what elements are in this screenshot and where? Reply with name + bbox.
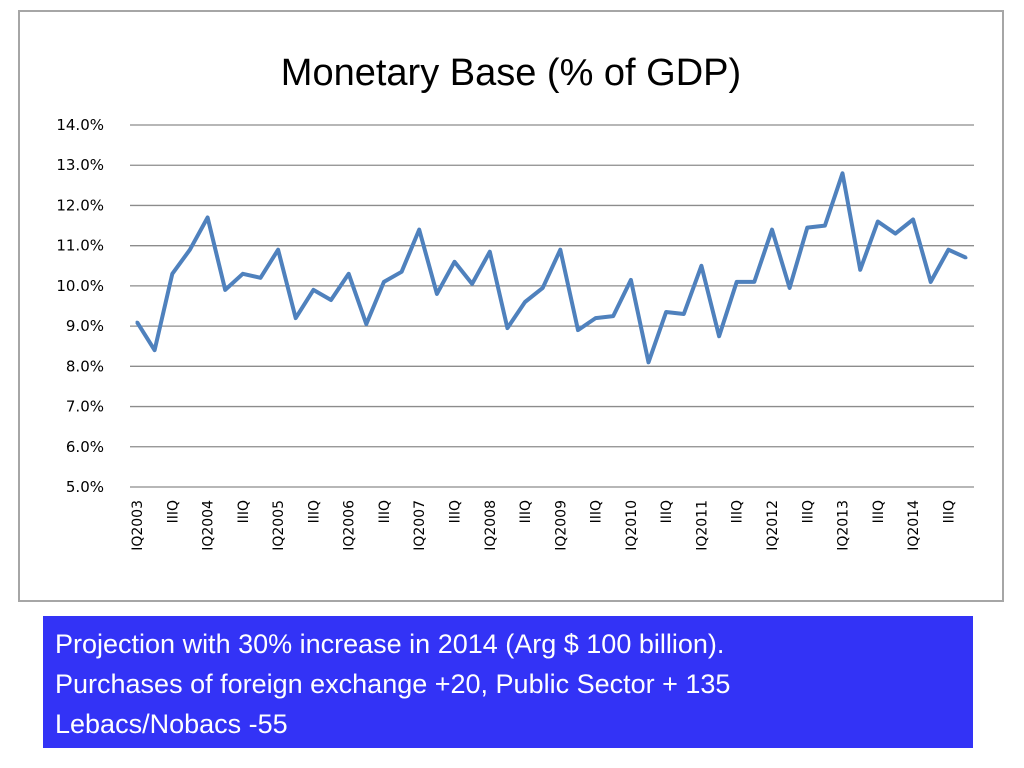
y-tick-label: 10.0% — [56, 277, 104, 295]
y-tick-label: 12.0% — [56, 196, 104, 214]
x-tick-label: IIIQ — [447, 500, 463, 523]
data-point — [841, 171, 845, 175]
data-point — [911, 218, 915, 222]
projection-note: Projection with 30% increase in 2014 (Ar… — [43, 616, 973, 748]
data-point — [858, 268, 862, 272]
x-tick-label: IIIQ — [941, 500, 957, 523]
data-point — [576, 328, 580, 332]
x-tick-label: IQ2010 — [624, 500, 640, 551]
data-point — [364, 322, 368, 326]
line-chart: 14.0% 13.0% 12.0% 11.0% 10.0% 9.0% 8.0% 7.0% 6.0… — [56, 116, 974, 551]
x-tick-label: IIIQ — [306, 500, 322, 523]
data-point — [541, 286, 545, 290]
data-point — [258, 276, 262, 280]
data-point — [770, 228, 774, 232]
data-point — [735, 280, 739, 284]
x-tick-label: IQ2007 — [412, 500, 428, 551]
data-point — [223, 288, 227, 292]
y-tick-label: 11.0% — [56, 237, 104, 255]
data-point — [294, 316, 298, 320]
data-point — [523, 300, 527, 304]
x-tick-label: IQ2004 — [201, 500, 217, 551]
data-point — [893, 232, 897, 236]
data-point — [153, 348, 157, 352]
data-point — [276, 248, 280, 252]
data-point — [400, 270, 404, 274]
data-point — [647, 360, 651, 364]
x-tick-label: IQ2003 — [130, 500, 146, 551]
x-tick-label: IQ2006 — [342, 500, 358, 551]
data-point — [611, 314, 615, 318]
data-point — [717, 334, 721, 338]
gridlines — [130, 124, 974, 488]
note-line-3: Lebacs/Nobacs -55 — [55, 709, 288, 739]
data-point — [752, 280, 756, 284]
data-point — [311, 288, 315, 292]
data-point — [382, 280, 386, 284]
data-point — [206, 216, 210, 220]
series-layer — [135, 171, 968, 365]
chart-frame: Monetary Base (% of GDP) — [18, 10, 1004, 602]
data-point — [629, 278, 633, 282]
data-point — [823, 224, 827, 228]
data-point — [594, 316, 598, 320]
note-line-2: Purchases of foreign exchange +20, Publi… — [55, 669, 731, 699]
y-tick-label: 8.0% — [66, 357, 104, 375]
x-tick-label: IIIQ — [871, 500, 887, 523]
data-point — [788, 286, 792, 290]
y-tick-label: 13.0% — [56, 156, 104, 174]
y-tick-label: 5.0% — [66, 478, 104, 496]
data-point — [329, 298, 333, 302]
data-point — [664, 310, 668, 314]
data-point — [805, 226, 809, 230]
x-tick-label: IIIQ — [730, 500, 746, 523]
data-point — [929, 280, 933, 284]
data-point — [470, 282, 474, 286]
x-tick-label: IQ2008 — [483, 500, 499, 551]
data-point — [241, 272, 245, 276]
y-tick-label: 6.0% — [66, 438, 104, 456]
data-point — [964, 256, 968, 260]
data-point — [135, 320, 139, 324]
chart-title: Monetary Base (% of GDP) — [280, 52, 742, 94]
data-point — [435, 292, 439, 296]
y-tick-label: 14.0% — [56, 116, 104, 134]
data-point — [452, 260, 456, 264]
data-point — [682, 312, 686, 316]
x-tick-label: IIIQ — [800, 500, 816, 523]
x-tick-label: IIIQ — [377, 500, 393, 523]
y-axis-ticks: 14.0% 13.0% 12.0% 11.0% 10.0% 9.0% 8.0% 7.0% 6.0… — [56, 116, 104, 496]
x-tick-label: IQ2005 — [271, 500, 287, 551]
data-point — [876, 220, 880, 224]
series-line — [135, 171, 967, 365]
data-point — [505, 326, 509, 330]
data-point — [347, 272, 351, 276]
data-point — [417, 228, 421, 232]
data-point — [946, 248, 950, 252]
x-tick-label: IIIQ — [659, 500, 675, 523]
data-point — [488, 250, 492, 254]
x-tick-label: IQ2009 — [553, 500, 569, 551]
y-tick-label: 9.0% — [66, 317, 104, 335]
x-tick-label: IQ2014 — [906, 500, 922, 551]
x-tick-label: IQ2011 — [694, 500, 710, 551]
x-axis-ticks: IQ2003 IIIQ IQ2004 IIIQ IQ2005 IIIQ IQ2006 IIIQ… — [130, 500, 957, 551]
x-tick-label: IIIQ — [589, 500, 605, 523]
x-tick-label: IQ2012 — [765, 500, 781, 551]
x-tick-label: IIIQ — [518, 500, 534, 523]
x-tick-label: IIIQ — [236, 500, 252, 523]
x-tick-label: IIIQ — [165, 500, 181, 523]
data-point — [170, 272, 174, 276]
x-tick-label: IQ2013 — [836, 500, 852, 551]
y-tick-label: 7.0% — [66, 398, 104, 416]
note-line-1: Projection with 30% increase in 2014 (Ar… — [55, 629, 725, 659]
data-point — [699, 264, 703, 268]
data-point — [558, 248, 562, 252]
data-point — [188, 248, 192, 252]
